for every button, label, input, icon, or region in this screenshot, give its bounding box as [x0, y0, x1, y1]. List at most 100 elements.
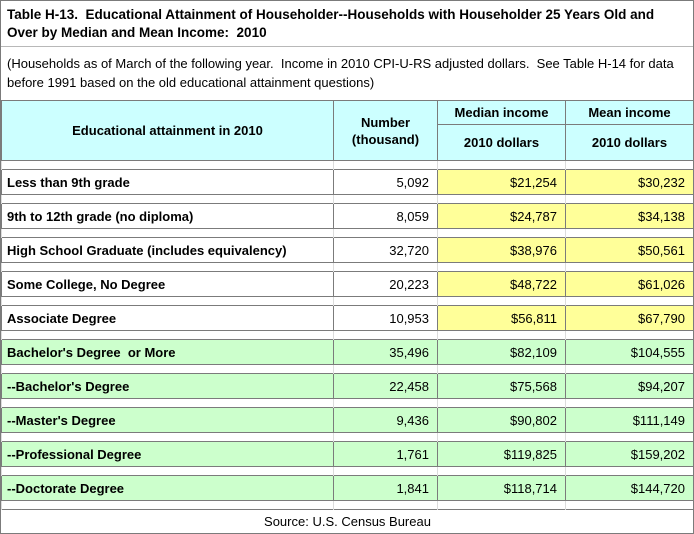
spacer-cell — [437, 432, 566, 442]
spacer-cell — [565, 432, 693, 442]
cell-label: Associate Degree — [1, 305, 334, 331]
cell-mean: $94,207 — [565, 373, 693, 399]
spacer-cell — [437, 194, 566, 204]
cell-number: 22,458 — [333, 373, 438, 399]
spacer-row — [1, 398, 693, 408]
spacer-cell — [333, 500, 438, 510]
table-row: 9th to 12th grade (no diploma) 8,059 $24… — [1, 203, 693, 229]
cell-median: $56,811 — [437, 305, 566, 331]
cell-number: 9,436 — [333, 407, 438, 433]
source-note: Source: U.S. Census Bureau — [1, 509, 693, 533]
cell-number: 10,953 — [333, 305, 438, 331]
cell-number: 5,092 — [333, 169, 438, 195]
header-attainment: Educational attainment in 2010 — [1, 100, 334, 161]
cell-mean: $104,555 — [565, 339, 693, 365]
cell-label: High School Graduate (includes equivalen… — [1, 237, 334, 263]
cell-label: 9th to 12th grade (no diploma) — [1, 203, 334, 229]
spacer-row — [1, 364, 693, 374]
spacer-row — [1, 330, 693, 340]
cell-median: $75,568 — [437, 373, 566, 399]
table-row: Less than 9th grade 5,092 $21,254 $30,23… — [1, 169, 693, 195]
spacer-cell — [565, 398, 693, 408]
cell-median: $82,109 — [437, 339, 566, 365]
cell-mean: $111,149 — [565, 407, 693, 433]
spacer-cell — [437, 500, 566, 510]
cell-number: 32,720 — [333, 237, 438, 263]
cell-number: 8,059 — [333, 203, 438, 229]
spacer-cell — [1, 398, 334, 408]
spacer-cell — [333, 364, 438, 374]
spacer-cell — [437, 228, 566, 238]
cell-median: $24,787 — [437, 203, 566, 229]
spacer-row — [1, 296, 693, 306]
spacer-cell — [1, 500, 334, 510]
header-number: Number (thousand) — [333, 100, 438, 161]
spacer-row — [1, 194, 693, 204]
cell-label: --Professional Degree — [1, 441, 334, 467]
table-row: Associate Degree 10,953 $56,811 $67,790 — [1, 305, 693, 331]
table-row: Some College, No Degree 20,223 $48,722 $… — [1, 271, 693, 297]
cell-label: --Doctorate Degree — [1, 475, 334, 501]
header-mean-income: Mean income — [565, 100, 693, 125]
header-number-line1: Number — [360, 114, 411, 130]
header-mean-units: 2010 dollars — [565, 124, 693, 161]
cell-mean: $50,561 — [565, 237, 693, 263]
spacer-cell — [565, 262, 693, 272]
cell-median: $119,825 — [437, 441, 566, 467]
spacer-cell — [1, 364, 334, 374]
spacer-cell — [1, 466, 334, 476]
spacer-cell — [437, 398, 566, 408]
cell-mean: $61,026 — [565, 271, 693, 297]
header-number-line2: (thousand) — [351, 131, 420, 147]
spacer-row — [1, 466, 693, 476]
spacer-row — [1, 500, 693, 510]
spacer-row — [1, 262, 693, 272]
spacer-row — [1, 228, 693, 238]
spacer-cell — [333, 398, 438, 408]
cell-number: 1,841 — [333, 475, 438, 501]
cell-number: 35,496 — [333, 339, 438, 365]
spacer-row — [1, 432, 693, 442]
spacer-cell — [565, 194, 693, 204]
cell-label: Some College, No Degree — [1, 271, 334, 297]
spacer-cell — [437, 466, 566, 476]
spacer-cell — [565, 160, 693, 170]
table-row: --Professional Degree 1,761 $119,825 $15… — [1, 441, 693, 467]
spacer-cell — [437, 364, 566, 374]
table-row: High School Graduate (includes equivalen… — [1, 237, 693, 263]
spacer-cell — [333, 330, 438, 340]
spacer-cell — [437, 262, 566, 272]
cell-median: $90,802 — [437, 407, 566, 433]
spacer-cell — [333, 262, 438, 272]
cell-median: $48,722 — [437, 271, 566, 297]
spacer-cell — [333, 194, 438, 204]
spacer-cell — [437, 160, 566, 170]
source-row: Source: U.S. Census Bureau — [1, 509, 693, 533]
header-median-units: 2010 dollars — [437, 124, 566, 161]
spacer-cell — [1, 432, 334, 442]
spacer-cell — [333, 466, 438, 476]
spacer-cell — [1, 160, 334, 170]
spacer-row — [1, 160, 693, 170]
cell-number: 1,761 — [333, 441, 438, 467]
spacer-cell — [565, 466, 693, 476]
spacer-cell — [333, 296, 438, 306]
spacer-cell — [333, 228, 438, 238]
spacer-cell — [333, 160, 438, 170]
cell-label: Bachelor's Degree or More — [1, 339, 334, 365]
cell-mean: $159,202 — [565, 441, 693, 467]
spacer-cell — [437, 296, 566, 306]
cell-mean: $67,790 — [565, 305, 693, 331]
header-median-income: Median income — [437, 100, 566, 125]
cell-label: Less than 9th grade — [1, 169, 334, 195]
cell-median: $21,254 — [437, 169, 566, 195]
table-row: --Master's Degree 9,436 $90,802 $111,149 — [1, 407, 693, 433]
cell-mean: $34,138 — [565, 203, 693, 229]
table-note: (Households as of March of the following… — [7, 56, 678, 90]
spacer-cell — [565, 296, 693, 306]
spacer-cell — [1, 330, 334, 340]
table-row: Bachelor's Degree or More 35,496 $82,109… — [1, 339, 693, 365]
header-row-sub: 2010 dollars 2010 dollars — [2, 124, 693, 161]
data-table: Educational attainment in 2010 Number (t… — [1, 100, 693, 533]
